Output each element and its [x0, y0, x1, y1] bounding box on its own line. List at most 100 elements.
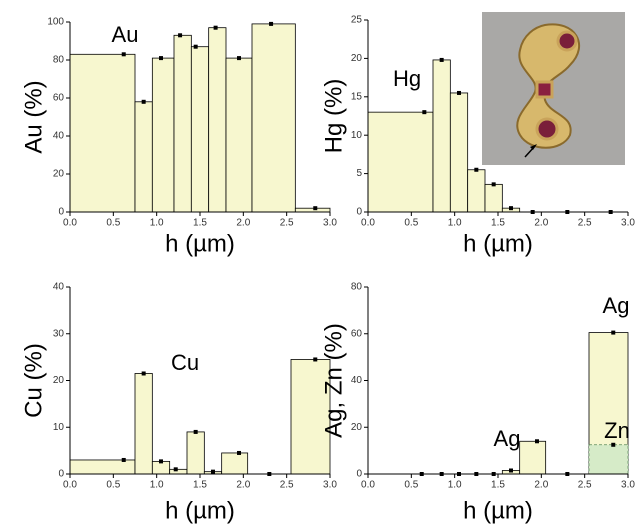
x-tick-label: 1.5 [193, 218, 207, 229]
data-point [142, 100, 146, 104]
x-tick-label: 2.0 [236, 480, 250, 491]
x-tick-label: 2.0 [534, 218, 548, 229]
step-bar [135, 373, 152, 474]
step-bar [191, 47, 208, 212]
annotation: Ag [603, 293, 630, 318]
y-tick-label: 40 [351, 375, 363, 386]
x-axis-label: h (µm) [463, 230, 533, 257]
x-tick-label: 2.0 [534, 480, 548, 491]
annotation: Au [112, 22, 139, 47]
y-tick-label: 0 [58, 207, 64, 218]
step-bar [170, 469, 187, 474]
y-axis-label: Ag, Zn (%) [320, 323, 347, 438]
y-tick-label: 80 [351, 282, 363, 293]
step-bar [70, 460, 135, 474]
x-tick-label: 0.0 [361, 480, 375, 491]
data-point [509, 468, 513, 472]
x-tick-label: 2.5 [578, 218, 592, 229]
data-point [174, 467, 178, 471]
x-tick-label: 1.0 [448, 480, 462, 491]
x-axis-label: h (µm) [463, 497, 533, 524]
data-point [313, 357, 317, 361]
data-point [457, 91, 461, 95]
data-point [194, 45, 198, 49]
step-bar [152, 58, 174, 212]
data-point [159, 56, 163, 60]
y-tick-label: 20 [351, 53, 363, 64]
y-tick-label: 100 [47, 17, 64, 28]
x-tick-label: 3.0 [323, 218, 337, 229]
data-point [237, 56, 241, 60]
step-bar [135, 102, 152, 212]
x-tick-label: 2.5 [280, 480, 294, 491]
x-tick-label: 2.0 [236, 218, 250, 229]
x-tick-label: 0.0 [361, 218, 375, 229]
data-point [611, 331, 615, 335]
data-point [611, 443, 615, 447]
y-tick-label: 10 [351, 130, 363, 141]
y-tick-label: 20 [53, 375, 65, 386]
y-tick-label: 80 [53, 55, 65, 66]
y-tick-label: 60 [53, 93, 65, 104]
inset-photo [482, 12, 625, 165]
data-point [211, 470, 215, 474]
x-tick-label: 1.0 [150, 218, 164, 229]
step-bar [589, 445, 628, 474]
x-tick-label: 1.5 [193, 480, 207, 491]
annotation: Zn [604, 418, 630, 443]
x-tick-label: 1.0 [150, 480, 164, 491]
step-bar [520, 441, 546, 474]
x-tick-label: 1.5 [491, 218, 505, 229]
annotation: Hg [393, 66, 421, 91]
x-tick-label: 2.5 [280, 218, 294, 229]
figure: 0204060801000.00.51.01.52.02.53.0h (µm)A… [0, 0, 643, 527]
x-tick-label: 2.5 [578, 480, 592, 491]
y-axis-label: Hg (%) [320, 79, 347, 154]
annotation: Ag [494, 426, 521, 451]
data-point [509, 206, 513, 210]
annotation: Cu [171, 350, 199, 375]
step-bar [187, 432, 204, 474]
y-tick-label: 30 [53, 328, 65, 339]
y-tick-label: 20 [53, 169, 65, 180]
x-tick-label: 0.5 [404, 480, 418, 491]
step-bar [433, 60, 450, 212]
data-point [492, 182, 496, 186]
y-tick-label: 60 [351, 328, 363, 339]
x-axis-label: h (µm) [165, 497, 235, 524]
y-tick-label: 15 [351, 91, 363, 102]
data-point [422, 110, 426, 114]
step-bar [209, 28, 226, 212]
x-tick-label: 3.0 [621, 218, 635, 229]
x-tick-label: 0.0 [63, 480, 77, 491]
data-point [269, 22, 273, 26]
data-point [474, 168, 478, 172]
y-tick-label: 5 [356, 168, 362, 179]
step-bar [450, 93, 467, 212]
y-tick-label: 0 [356, 469, 362, 480]
data-point [535, 439, 539, 443]
data-point [159, 459, 163, 463]
step-bar [252, 24, 295, 212]
y-axis-label: Au (%) [20, 80, 47, 153]
y-tick-label: 40 [53, 131, 65, 142]
y-axis-label: Cu (%) [20, 343, 47, 418]
data-point [313, 206, 317, 210]
step-bar [70, 54, 135, 212]
data-point [237, 451, 241, 455]
y-tick-label: 20 [351, 422, 363, 433]
step-bar [295, 208, 330, 212]
y-tick-label: 0 [58, 469, 64, 480]
step-bar [222, 453, 248, 474]
x-tick-label: 1.5 [491, 480, 505, 491]
data-point [440, 58, 444, 62]
data-point [194, 430, 198, 434]
x-tick-label: 3.0 [323, 480, 337, 491]
step-bar [368, 112, 433, 212]
data-point [122, 52, 126, 56]
y-tick-label: 0 [356, 207, 362, 218]
x-tick-label: 1.0 [448, 218, 462, 229]
y-tick-label: 10 [53, 422, 65, 433]
y-tick-label: 40 [53, 282, 65, 293]
x-tick-label: 3.0 [621, 480, 635, 491]
